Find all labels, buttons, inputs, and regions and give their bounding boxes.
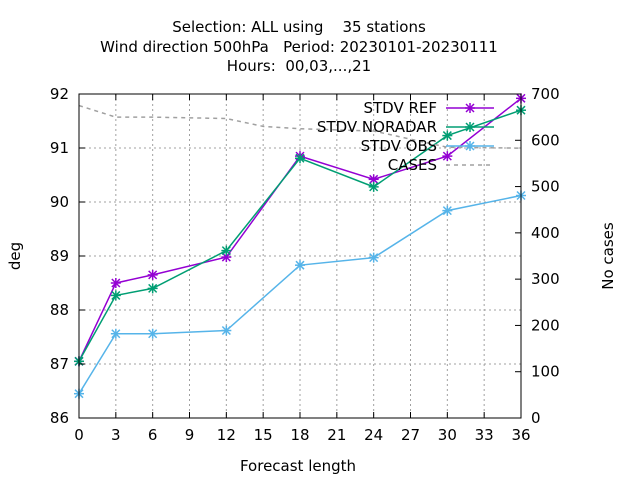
x-tick-label-9: 27: [401, 426, 420, 444]
series-2-point-1: [110, 328, 121, 339]
series-line-2: [78, 194, 522, 395]
legend-label-2: STDV OBS: [361, 137, 437, 155]
chart-title-line-3: Hours: 00,03,...,21: [227, 57, 371, 75]
series-1-point-4: [295, 153, 305, 164]
chart-title-line-2: Wind direction 500hPa Period: 20230101-2…: [100, 38, 498, 56]
y-axis-label: deg: [6, 242, 24, 270]
legend-label-3: CASES: [388, 156, 437, 174]
y2-tick-label-2: 200: [531, 316, 560, 334]
series-0-point-3: [221, 252, 232, 263]
y2-tick-label-7: 700: [531, 85, 560, 103]
series-0-point-6: [442, 151, 453, 162]
x-tick-label-6: 18: [290, 426, 309, 444]
x-tick-label-12: 36: [511, 426, 530, 444]
y2-tick-label-0: 0: [531, 409, 541, 427]
x-tick-label-7: 21: [327, 426, 346, 444]
series-2-point-5: [368, 252, 379, 263]
x-tick-label-11: 33: [475, 426, 494, 444]
x-tick-label-10: 30: [438, 426, 457, 444]
y2-tick-label-6: 600: [531, 131, 560, 149]
x-tick-label-0: 0: [74, 426, 84, 444]
legend-marker-1: [465, 122, 475, 132]
series-2-point-6: [442, 205, 453, 216]
series-1-point-1: [110, 290, 121, 301]
series-2-point-3: [221, 325, 232, 336]
y-tick-label-2: 88: [50, 301, 69, 319]
legend-marker-2: [465, 141, 475, 151]
y-tick-label-0: 86: [50, 409, 69, 427]
y-tick-label-6: 92: [50, 85, 69, 103]
series-line-3: [78, 104, 522, 149]
y-tick-label-4: 90: [50, 193, 69, 211]
y-tick-label-1: 87: [50, 355, 69, 373]
series-1-point-3: [221, 245, 232, 256]
y-tick-label-3: 89: [50, 247, 69, 265]
x-axis-label: Forecast length: [240, 457, 356, 475]
y2-tick-label-1: 100: [531, 363, 560, 381]
x-tick-label-2: 6: [148, 426, 158, 444]
legend-label-0: STDV REF: [363, 99, 437, 117]
x-tick-label-5: 15: [254, 426, 273, 444]
series-1-point-2: [147, 283, 158, 294]
legend-label-1: STDV NORADAR: [317, 118, 437, 136]
series-2-point-4: [295, 260, 305, 271]
chart-title-line-1: Selection: ALL using 35 stations: [172, 18, 426, 36]
y2-axis-label: No cases: [599, 222, 617, 290]
y2-tick-label-4: 400: [531, 224, 560, 242]
y2-tick-label-5: 500: [531, 178, 560, 196]
x-tick-label-3: 9: [185, 426, 195, 444]
y2-tick-label-3: 300: [531, 270, 560, 288]
series-0-point-2: [147, 269, 158, 280]
legend-marker-0: [465, 103, 475, 113]
x-tick-label-4: 12: [217, 426, 236, 444]
series-1-point-6: [442, 130, 453, 141]
series-0-point-1: [110, 278, 121, 288]
series-1-point-5: [368, 181, 379, 192]
ticks: 0 3 6 9 12 15 18 21 24 27 30 33 36868788899091920100…: [50, 85, 560, 444]
y-tick-label-5: 91: [50, 139, 69, 157]
series-line-0: [78, 97, 522, 362]
series-2-point-2: [147, 328, 158, 339]
x-tick-label-1: 3: [111, 426, 121, 444]
x-tick-label-8: 24: [364, 426, 383, 444]
